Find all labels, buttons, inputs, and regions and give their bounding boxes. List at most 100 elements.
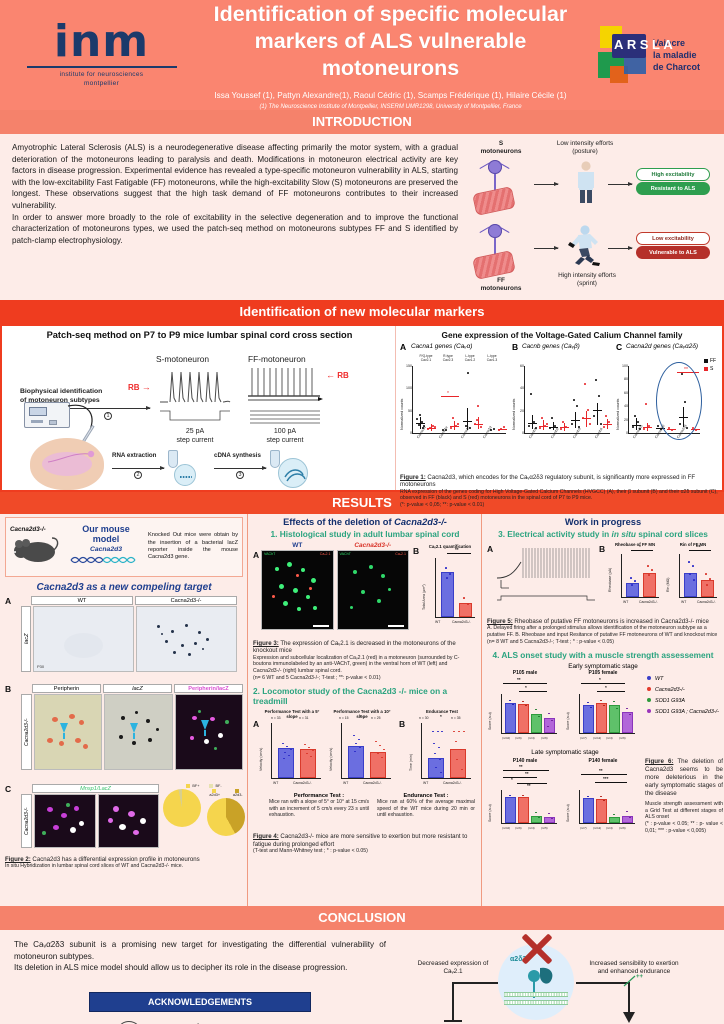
arrow-ff-to-person [534, 245, 559, 251]
chart-panel-c: C Cacna2d genes (Caᵥα2δ) Normalized coun… [616, 342, 724, 470]
figure5-panels: A [487, 542, 719, 616]
fig3-tag-cav-ko: Caᵥ2.1 [395, 552, 406, 556]
identification-panel: Patch-seq method on P7 to P9 mice lumbar… [0, 324, 724, 508]
ff-step-current-trace [246, 408, 324, 428]
mouse-model-description: Knocked Out mice were obtain by the inse… [148, 532, 238, 561]
fig3-image-wt: VAChT Caᵥ2.1 [261, 550, 334, 630]
fig4-chart2-plot [341, 723, 391, 780]
results-column-2: Effects of the deletion of Cacna2d3-/- 1… [248, 514, 482, 906]
conclusion-section: The Caᵥα2δ3 subunit is a promising new t… [0, 930, 724, 1024]
chart-a-group-1: P/Q-type Cav2.1 [419, 354, 433, 362]
conclusion-right-text: Increased sensibility to exertion and enh… [589, 960, 679, 975]
introduction-section: Amyotrophic Lateral Sclerosis (ALS) is a… [0, 134, 724, 300]
chart-a-group-4: L-type Cav1.3 [486, 354, 498, 362]
dna-construct-icon: Our mouse model Cacna2d3 [68, 524, 144, 571]
mouse-ko-label: Cacna2d3-/- [10, 525, 46, 533]
pie-chart-a2d3 [207, 798, 245, 836]
fig6-c2-ylabel: Score (a.u) [566, 712, 570, 731]
pill-high-excitability: High excitability [636, 168, 710, 181]
fig5-chart1-significance: * [639, 544, 641, 549]
fig3-tag-vacht-ko: VAChT [339, 552, 351, 556]
affiliation: (1) The Neuroscience Institute of Montpe… [259, 103, 522, 110]
fig4-panel-a-letter: A [253, 719, 260, 730]
low-intensity-effort-label: Low intensity efforts (posture) [556, 140, 614, 155]
chart-panel-b: B Cacnb genes (Caᵥβ) Normalized counts 0… [512, 342, 616, 470]
endurance-increase-label: ++ [636, 974, 644, 980]
arrow-person-to-outcome-2 [608, 245, 633, 251]
fig4-panel-b-letter: B [399, 719, 406, 730]
chart-a-ytick-1: 50 [408, 408, 412, 413]
chart-a-title: Cacna1 genes (Caᵥα) [411, 343, 473, 350]
chart-a-plot: 0 50 100 150 [406, 364, 507, 435]
fig6-c4-n3: (n=4) [606, 826, 613, 831]
fig4-chart3-significance: * [440, 714, 442, 720]
fig4-chart1-ylabel: Velocity (cm/s) [259, 747, 263, 772]
arrow-step1 [68, 405, 151, 411]
fig5-panel-a-letter: A [487, 544, 494, 554]
fig6-c2-sig1: * [599, 677, 601, 683]
chart-c-ytick-0: 0 [626, 431, 628, 435]
figure-5-caption: Figure 5: Rheobase of putative FF motone… [487, 618, 719, 645]
fig4-chart3-n1: n = 30 [419, 716, 429, 721]
fig6-c4-n1: (n=7) [580, 826, 587, 831]
figure6-early-charts: P105 male ** * [487, 670, 719, 748]
fig6-chart-p105-male: P105 male ** * [487, 670, 563, 746]
fig6-c1-n3: (n=4) [528, 736, 535, 741]
fig6-legend-double: SOD1 G93A ; Cacna2d3-/- [647, 707, 719, 718]
chart-b-title: Cacnb genes (Caᵥβ) [522, 343, 580, 350]
col1-section-title: Cacna2d3 as a new compeling target [36, 582, 212, 593]
fig3-quant-title: Caᵥ2.1 quantification [428, 544, 472, 549]
fig6-c3-n2: (n=6) [515, 826, 522, 831]
col3-subsection-4: 4. ALS onset study with a muscle strengt… [492, 650, 714, 661]
s-muscle-icon [472, 186, 516, 216]
fig6-c1-n2: (n=6) [515, 736, 522, 741]
fig6-c4-title: P140 female [588, 758, 618, 765]
fig3-scalebar-ko [388, 625, 404, 627]
step-3-marker: 3 [236, 471, 244, 479]
fig4-chart1-xtick-2: Cacna2d3-/- [293, 781, 312, 786]
fig5-chart2-ylabel: Rin (MΩ) [666, 577, 670, 592]
poster-header: inm institute for neurosciences montpell… [0, 0, 724, 110]
fig3-tag-cav-wt: Caᵥ2.1 [319, 552, 331, 556]
fig4-chart1-xtick-1: WT [273, 781, 279, 786]
fig6-chart-p140-male: P140 male ** ** * ** [487, 758, 563, 836]
membrane-line-1 [504, 992, 568, 997]
figure2-panel-a: A WT Cacna2d3-/- lacZ P30 [5, 596, 243, 680]
fig6-c1-plot [501, 694, 557, 735]
figure-6-body: Muscle strength assessment with a Grid T… [645, 801, 723, 821]
figure-6-caption: Figure 6: The deletion of Cacna2d3 seems… [645, 758, 723, 834]
chart-c-ytick-2: 40 [624, 404, 628, 409]
col2-subsection-2: 2. Locomotor study of the Cacna2d3 -/- m… [253, 686, 448, 707]
ff-motoneuron-trace-title: FF-motoneuron [248, 354, 306, 364]
fig6-c3-n4: (n=5) [541, 826, 548, 831]
panel-c-image-1 [34, 794, 96, 848]
fig6-chart-p105-female: P105 female * * Score [565, 670, 641, 746]
pie-legend-right-2: a2d3- [230, 789, 245, 797]
ff-neuron-icon [488, 224, 502, 258]
figure-2-headline: Figure 2: Cacna2d3 has a differential ex… [5, 856, 200, 863]
fig6-c2-plot [579, 694, 635, 735]
figure-5-stats: (n= 8 WT and 5 Cacna2d3-/-; T-test ; * :… [487, 638, 614, 645]
arrow-s-to-person [534, 181, 559, 187]
panel-c-letter: C [5, 784, 12, 794]
chart-a-ytick-0: 0 [410, 431, 412, 435]
mouse-model-title: Our mouse model [82, 523, 130, 544]
fig3-panel-b-letter: B [413, 546, 420, 556]
section-bar-results: RESULTS [0, 492, 724, 514]
col2-subsection-1: 1. Histological study in adult lumbar sp… [270, 529, 460, 539]
panel-b-letter: B [5, 684, 12, 694]
fig3-quant-significance: ** [455, 547, 459, 552]
inm-logo-subtitle-1: institute for neurosciences [59, 70, 144, 78]
panel-b-image-lacz [104, 694, 173, 770]
arrow-person-to-outcome [608, 181, 633, 187]
pie-legend-left-2: BF- [209, 784, 222, 788]
fig4-chart2-xtick-1: WT [343, 781, 349, 786]
arrow-left-vertical [452, 982, 454, 1022]
performance-test-note: Performance Test : Mice ran with a slope… [269, 793, 369, 818]
fig6-c3-plot [501, 790, 557, 825]
pill-resistant-to-als: Resistant to ALS [636, 182, 710, 195]
fig3-scalebar-wt [312, 625, 329, 627]
